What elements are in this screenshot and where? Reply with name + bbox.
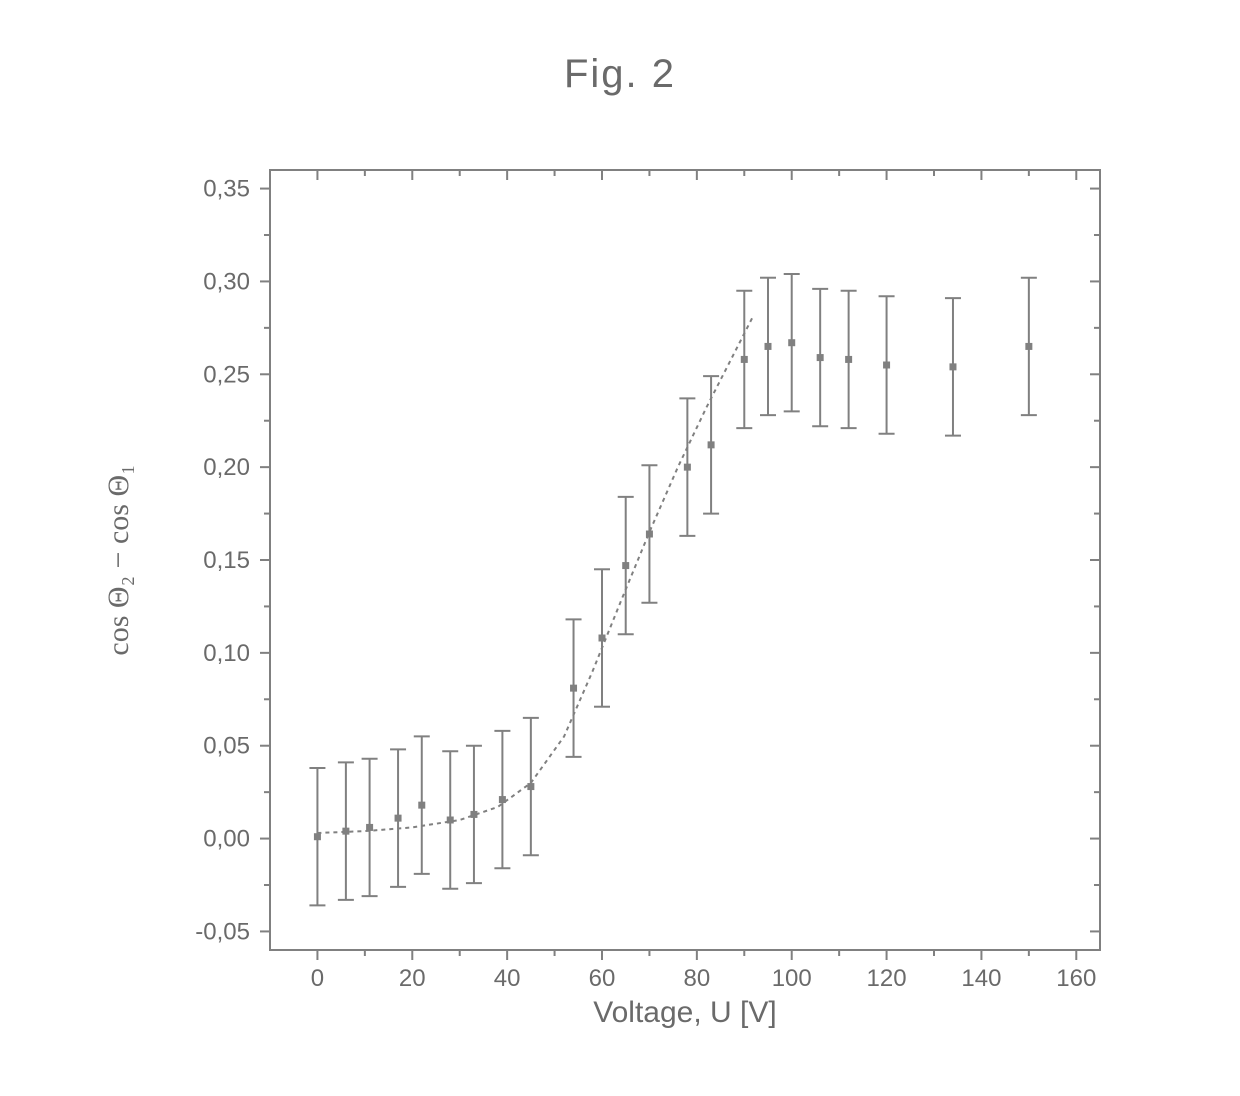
y-tick-label: 0,25: [203, 361, 250, 388]
data-point: [599, 635, 605, 641]
data-point: [789, 340, 795, 346]
data-point: [741, 356, 747, 362]
x-axis-label: Voltage, U [V]: [593, 996, 776, 1029]
x-tick-label: 160: [1056, 965, 1096, 992]
y-tick-label: -0,05: [195, 918, 250, 945]
x-tick-label: 60: [589, 965, 616, 992]
chart-svg: 0 20 40 60 80 100 120 140 160 -0,05 0,00 0,05 0,10 0,…: [80, 140, 1160, 1060]
x-tick-label: 40: [494, 965, 521, 992]
x-tick-label: 80: [684, 965, 711, 992]
y-tick-label: 0,30: [203, 268, 250, 295]
data-point: [447, 817, 453, 823]
data-point: [646, 531, 652, 537]
y-tick-label: 0,00: [203, 826, 250, 853]
fitted-curve: [317, 315, 753, 833]
data-point: [395, 815, 401, 821]
data-point: [343, 828, 349, 834]
y-tick-label: 0,20: [203, 454, 250, 481]
x-tick-label: 20: [399, 965, 426, 992]
data-point: [846, 356, 852, 362]
data-point: [419, 802, 425, 808]
data-point: [471, 811, 477, 817]
data-point: [367, 824, 373, 830]
data-point: [684, 464, 690, 470]
plot-frame: [270, 170, 1100, 950]
y-tick-label: 0,35: [203, 176, 250, 203]
y-tick-label: 0,10: [203, 640, 250, 667]
data-point: [708, 442, 714, 448]
x-tick-label: 140: [961, 965, 1001, 992]
data-point: [817, 355, 823, 361]
y-axis-label: cos Θ₂ − cos Θ₁: [102, 464, 135, 655]
x-tick-label: 100: [772, 965, 812, 992]
data-point: [884, 362, 890, 368]
figure-title: Fig. 2: [0, 52, 1240, 97]
data-point: [571, 685, 577, 691]
x-tick-label: 0: [311, 965, 324, 992]
data-point: [314, 834, 320, 840]
data-point: [623, 563, 629, 569]
y-tick-label: 0,15: [203, 547, 250, 574]
data-point: [765, 343, 771, 349]
chart: 0 20 40 60 80 100 120 140 160 -0,05 0,00 0,05 0,10 0,…: [80, 140, 1160, 1065]
data-point: [1026, 343, 1032, 349]
data-point: [499, 797, 505, 803]
x-tick-label: 120: [867, 965, 907, 992]
data-point: [950, 364, 956, 370]
data-point: [528, 784, 534, 790]
y-tick-label: 0,05: [203, 733, 250, 760]
